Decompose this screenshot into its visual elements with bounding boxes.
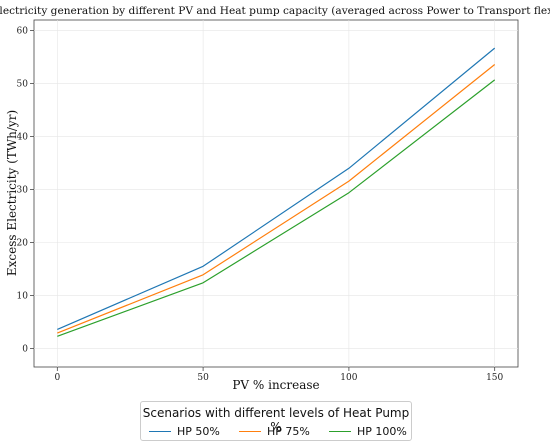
series-line-2 [57, 64, 496, 334]
legend-label-hp-75: HP 75% [267, 425, 310, 438]
series-line-3 [57, 79, 496, 337]
legend-label-hp-50: HP 50% [177, 425, 220, 438]
x-tick-label: 100 [340, 373, 357, 383]
legend-swatch-hp-75 [239, 431, 261, 432]
axis-ticks: 0 50 100 150 0 10 20 30 40 50 60 [17, 27, 504, 383]
series-line-1 [57, 47, 496, 330]
chart-title: Excess electricity generation by differe… [0, 5, 550, 17]
legend-label-hp-100: HP 100% [357, 425, 407, 438]
y-tick-label: 30 [17, 186, 29, 196]
legend-item-hp-50: HP 50% [149, 425, 220, 438]
y-tick-label: 60 [17, 27, 29, 37]
x-tick-label: 50 [197, 373, 209, 383]
grid [34, 20, 518, 367]
plot-area [33, 19, 519, 368]
legend-item-hp-75: HP 75% [239, 425, 310, 438]
y-tick-label: 50 [17, 80, 29, 90]
y-axis-label: Excess Electricity (TWh/yr) [5, 110, 19, 276]
y-tick-label: 20 [17, 239, 29, 249]
x-axis-label: PV % increase [232, 378, 319, 392]
y-tick-label: 0 [22, 344, 28, 354]
y-tick-label: 40 [17, 133, 29, 143]
legend: Scenarios with different levels of Heat … [140, 401, 412, 441]
legend-title: Scenarios with different levels of Heat … [142, 406, 410, 434]
x-tick-label: 150 [486, 373, 503, 383]
y-tick-label: 10 [17, 291, 29, 301]
series-lines [57, 47, 496, 337]
legend-item-hp-100: HP 100% [329, 425, 407, 438]
legend-swatch-hp-50 [149, 431, 171, 432]
x-tick-label: 0 [54, 373, 60, 383]
legend-swatch-hp-100 [329, 431, 351, 432]
